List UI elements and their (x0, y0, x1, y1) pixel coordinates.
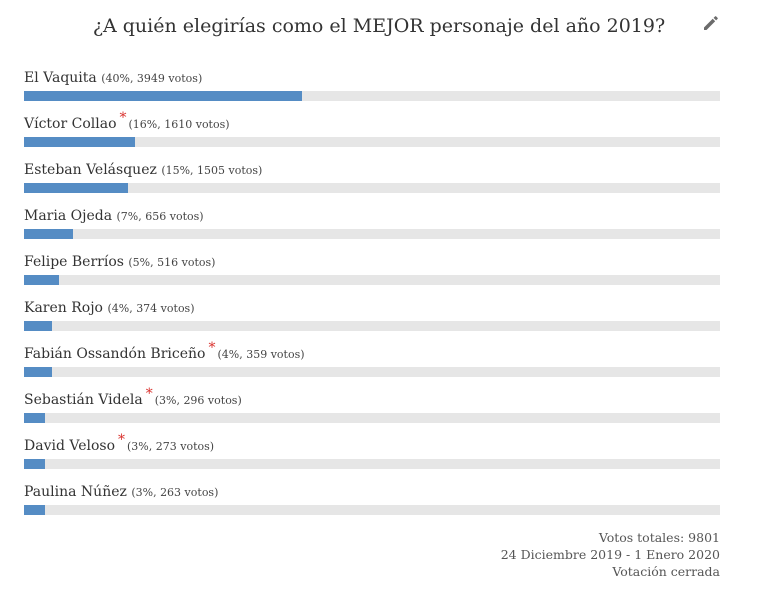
option-name: Karen Rojo (24, 300, 103, 316)
option-stats: (7%, 656 votos) (116, 210, 204, 223)
result-bar-track (24, 459, 720, 469)
poll-option: Esteban Velásquez (15%, 1505 votos) (24, 158, 720, 204)
option-stats: (3%, 296 votos) (154, 394, 242, 407)
asterisk-icon: * (118, 432, 125, 448)
poll-option-label: Felipe Berríos (5%, 516 votos) (24, 250, 720, 274)
option-name: El Vaquita (24, 70, 97, 86)
total-votes: Votos totales: 9801 (598, 530, 720, 545)
result-bar-fill (24, 137, 136, 147)
poll-option: Maria Ojeda (7%, 656 votos) (24, 204, 720, 250)
pencil-icon-svg (704, 16, 718, 30)
option-stats: (5%, 516 votos) (128, 256, 216, 269)
result-bar-track (24, 321, 720, 331)
result-bar-fill (24, 229, 73, 239)
option-name: Sebastián Videla (24, 392, 143, 408)
poll-option: Felipe Berríos (5%, 516 votos) (24, 250, 720, 296)
asterisk-icon: * (145, 386, 153, 402)
poll-option: Karen Rojo (4%, 374 votos) (24, 296, 720, 342)
option-name: Fabián Ossandón Briceño (24, 346, 206, 362)
poll-option: David Veloso * (3%, 273 votos) (24, 432, 720, 480)
poll-option-label: Karen Rojo (4%, 374 votos) (24, 296, 720, 320)
result-bar-track (24, 91, 720, 101)
option-stats: (4%, 374 votos) (107, 302, 195, 315)
result-bar-fill (24, 321, 52, 331)
asterisk-icon: * (208, 340, 216, 356)
option-stats: (16%, 1610 votos) (128, 118, 230, 131)
option-name: Víctor Collao (24, 116, 117, 132)
option-stats: (15%, 1505 votos) (161, 164, 263, 177)
option-stats: (3%, 273 votos) (127, 440, 215, 453)
result-bar-fill (24, 505, 45, 515)
option-name: Paulina Núñez (24, 484, 127, 500)
poll-option-label: David Veloso * (3%, 273 votos) (24, 432, 720, 458)
date-range: 24 Diciembre 2019 - 1 Enero 2020 (500, 547, 720, 562)
poll-option-label: El Vaquita (40%, 3949 votos) (24, 66, 720, 90)
poll-option: Fabián Ossandón Briceño * (4%, 359 votos) (24, 340, 720, 388)
result-bar-fill (24, 413, 45, 423)
asterisk-icon: * (119, 110, 127, 126)
result-bar-fill (24, 183, 129, 193)
poll-option: Víctor Collao * (16%, 1610 votos) (24, 110, 720, 158)
result-bar-track (24, 275, 720, 285)
poll-options: El Vaquita (40%, 3949 votos) Víctor Colla… (24, 66, 720, 526)
poll-title: ¿A quién elegirías como el MEJOR persona… (92, 15, 666, 37)
result-bar-track (24, 505, 720, 515)
result-bar-track (24, 367, 720, 377)
option-name: David Veloso (24, 438, 115, 454)
option-stats: (40%, 3949 votos) (101, 72, 203, 85)
poll-option-label: Maria Ojeda (7%, 656 votos) (24, 204, 720, 228)
result-bar-fill (24, 459, 45, 469)
poll-status: Votación cerrada (612, 564, 720, 579)
option-stats: (3%, 263 votos) (131, 486, 219, 499)
result-bar-track (24, 229, 720, 239)
result-bar-fill (24, 367, 52, 377)
poll-option-label: Fabián Ossandón Briceño * (4%, 359 votos) (24, 340, 720, 366)
result-bar-fill (24, 91, 303, 101)
poll-option-label: Esteban Velásquez (15%, 1505 votos) (24, 158, 720, 182)
poll-option-label: Sebastián Videla * (3%, 296 votos) (24, 386, 720, 412)
pencil-icon[interactable] (701, 13, 721, 33)
option-name: Felipe Berríos (24, 254, 124, 270)
result-bar-track (24, 413, 720, 423)
option-stats: (4%, 359 votos) (217, 348, 305, 361)
poll-option: Sebastián Videla * (3%, 296 votos) (24, 386, 720, 434)
option-name: Esteban Velásquez (24, 162, 157, 178)
poll-option: El Vaquita (40%, 3949 votos) (24, 66, 720, 112)
poll-option-label: Paulina Núñez (3%, 263 votos) (24, 480, 720, 504)
result-bar-track (24, 183, 720, 193)
option-name: Maria Ojeda (24, 208, 113, 224)
poll-option: Paulina Núñez (3%, 263 votos) (24, 480, 720, 526)
poll-option-label: Víctor Collao * (16%, 1610 votos) (24, 110, 720, 136)
result-bar-fill (24, 275, 59, 285)
poll-footer: Votos totales: 9801 24 Diciembre 2019 - … (501, 529, 720, 580)
result-bar-track (24, 137, 720, 147)
